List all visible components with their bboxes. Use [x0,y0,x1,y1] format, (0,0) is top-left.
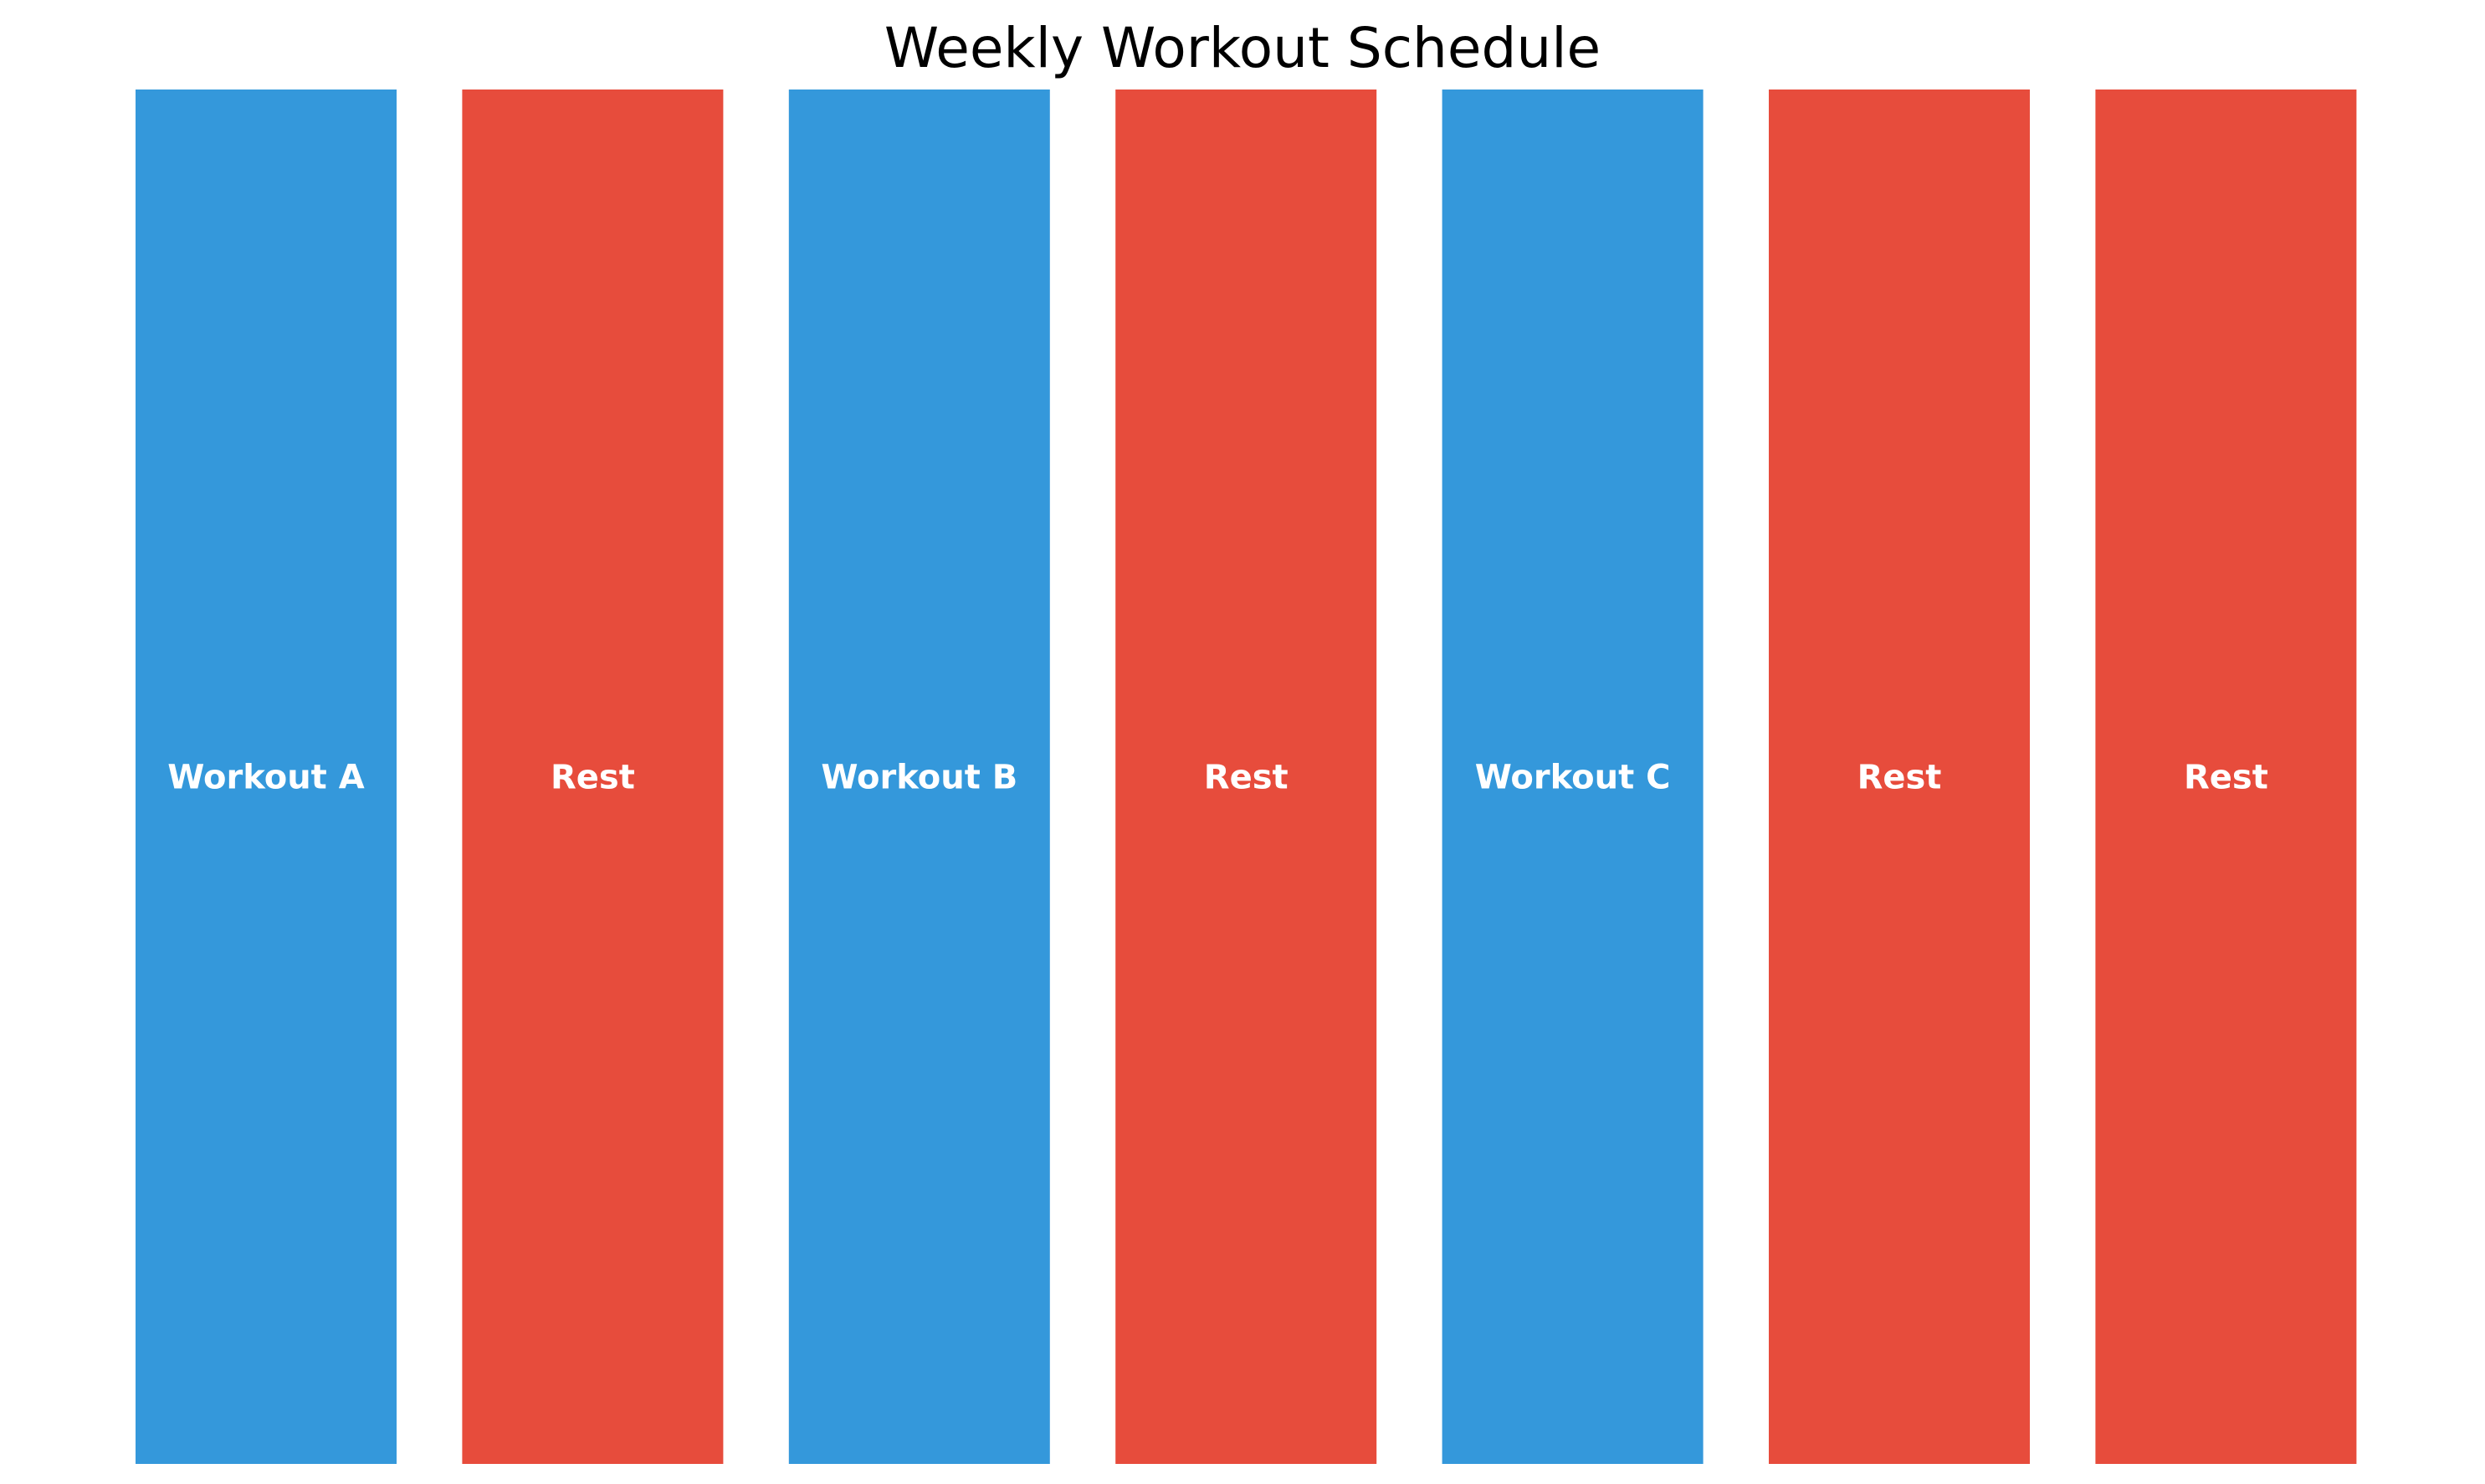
bar-workout-5 [1442,90,1704,1464]
bar-label-7: Rest [2184,759,2268,797]
bar-label-4: Rest [1204,759,1289,797]
bar-label-5: Workout C [1475,759,1671,797]
bar-workout-1 [136,90,397,1464]
bar-labels-group: Workout A Rest Workout B Rest Workout C Rest R… [167,759,2268,797]
bar-rest-2 [462,90,724,1464]
bar-workout-3 [788,90,1050,1464]
bar-label-2: Rest [551,759,635,797]
bars-group [136,90,2357,1464]
bar-rest-4 [1115,90,1377,1464]
bar-label-3: Workout B [821,759,1017,797]
bar-rest-6 [1769,90,2030,1464]
bar-label-6: Rest [1857,759,1942,797]
bar-rest-7 [2095,90,2357,1464]
bar-label-1: Workout A [167,759,364,797]
chart-title: Weekly Workout Schedule [884,16,1601,80]
